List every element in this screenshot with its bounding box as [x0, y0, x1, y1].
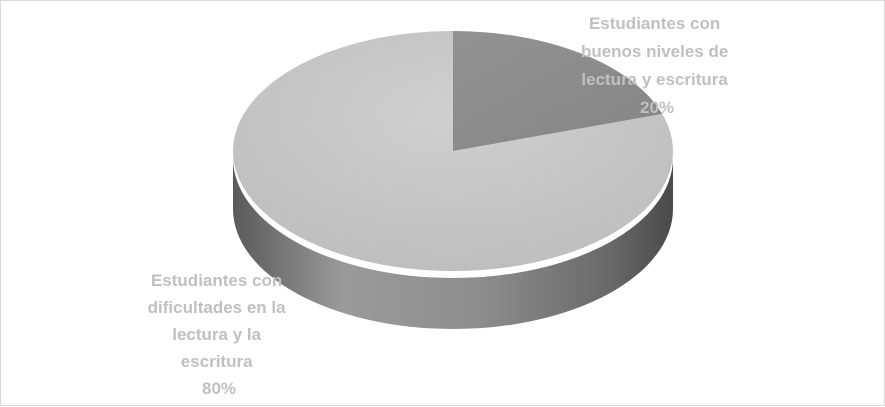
label-line: lectura y escritura — [581, 70, 728, 89]
pie-side — [233, 158, 673, 329]
label-line: lectura y la — [172, 325, 261, 344]
label-line: buenos niveles de — [581, 42, 728, 61]
label-percent: 20% — [640, 98, 674, 117]
slice-label-dificultades: Estudiantes con dificultades en la lectu… — [148, 271, 291, 398]
label-line: Estudiantes con — [589, 14, 720, 33]
pie-slice-buenos-niveles — [453, 31, 663, 151]
label-line: dificultades en la — [148, 298, 286, 317]
slice-label-buenos-niveles: Estudiantes con buenos niveles de lectur… — [581, 14, 733, 117]
label-percent: 80% — [202, 379, 236, 398]
label-line: Estudiantes con — [151, 271, 282, 290]
label-line: escritura — [181, 352, 253, 371]
pie-slice-dificultades — [233, 31, 673, 271]
